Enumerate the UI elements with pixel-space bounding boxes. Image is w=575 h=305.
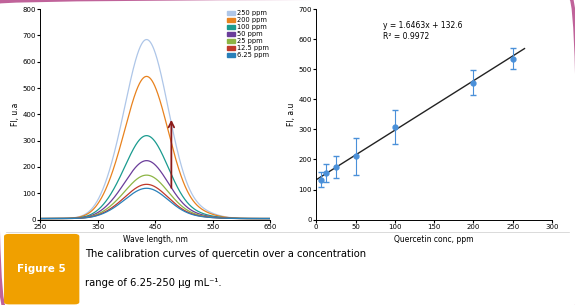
FancyBboxPatch shape xyxy=(4,234,79,304)
Y-axis label: FI, u.a: FI, u.a xyxy=(11,103,20,126)
Text: y = 1.6463x + 132.6
R² = 0.9972: y = 1.6463x + 132.6 R² = 0.9972 xyxy=(383,21,462,41)
Text: The calibration curves of quercetin over a concentration: The calibration curves of quercetin over… xyxy=(85,249,366,260)
X-axis label: Wave length, nm: Wave length, nm xyxy=(123,235,187,244)
X-axis label: Quercetin conc, ppm: Quercetin conc, ppm xyxy=(394,235,474,244)
Text: Figure 5: Figure 5 xyxy=(17,264,66,274)
Text: range of 6.25-250 μg mL⁻¹.: range of 6.25-250 μg mL⁻¹. xyxy=(85,278,222,289)
Y-axis label: FI, a.u: FI, a.u xyxy=(287,103,296,126)
Legend: 250 ppm, 200 ppm, 100 ppm, 50 ppm, 25 ppm, 12.5 ppm, 6.25 ppm: 250 ppm, 200 ppm, 100 ppm, 50 ppm, 25 pp… xyxy=(227,10,269,58)
